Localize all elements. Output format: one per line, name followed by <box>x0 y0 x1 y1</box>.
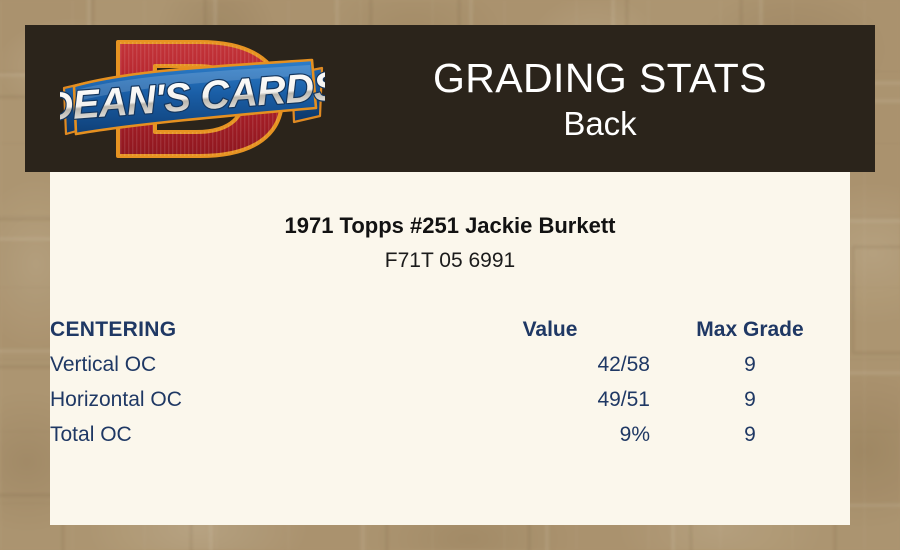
row-max-grade-total-oc: 9 <box>744 423 756 446</box>
content-panel: 1971 Topps #251 Jackie Burkett F71T 05 6… <box>50 172 850 525</box>
stats-table-head: CENTERING Value Max Grade <box>50 312 850 347</box>
row-max-grade-vertical-oc: 9 <box>744 353 756 376</box>
column-header-max-grade: Max Grade <box>696 318 804 341</box>
page-title: GRADING STATS <box>433 54 767 101</box>
card-title: 1971 Topps #251 Jackie Burkett <box>284 213 616 238</box>
deans-cards-logo[interactable]: DEAN'S CARDS <box>60 30 325 170</box>
row-value-total-oc: 9% <box>619 423 650 446</box>
row-max-grade-horizontal-oc: 9 <box>744 388 756 411</box>
row-value-vertical-oc: 42/58 <box>597 353 650 376</box>
stats-table-body: Vertical OC 42/58 9 Horizontal OC 49/51 … <box>50 347 850 452</box>
page-subtitle: Back <box>563 104 637 142</box>
logo-ribbon-band <box>72 58 318 136</box>
card-code: F71T 05 6991 <box>384 249 516 272</box>
table-row: Total OC 9% 9 <box>50 417 850 452</box>
row-label-horizontal-oc: Horizontal OC <box>50 388 182 411</box>
logo-ribbon-highlight <box>76 65 311 101</box>
column-header-centering: CENTERING <box>50 318 177 341</box>
header-bar: DEAN'S CARDS GRADING STATS Back <box>25 25 875 172</box>
table-row: Horizontal OC 49/51 9 <box>50 382 850 417</box>
table-row: Vertical OC 42/58 9 <box>50 347 850 382</box>
row-value-horizontal-oc: 49/51 <box>597 388 650 411</box>
header-text-block: GRADING STATS Back <box>325 25 875 172</box>
stats-header-row: CENTERING Value Max Grade <box>50 312 850 347</box>
grading-stats-table: CENTERING Value Max Grade Vertical OC 42… <box>50 312 850 452</box>
column-header-value: Value <box>522 318 578 341</box>
row-label-vertical-oc: Vertical OC <box>50 353 157 376</box>
row-label-total-oc: Total OC <box>50 423 132 446</box>
